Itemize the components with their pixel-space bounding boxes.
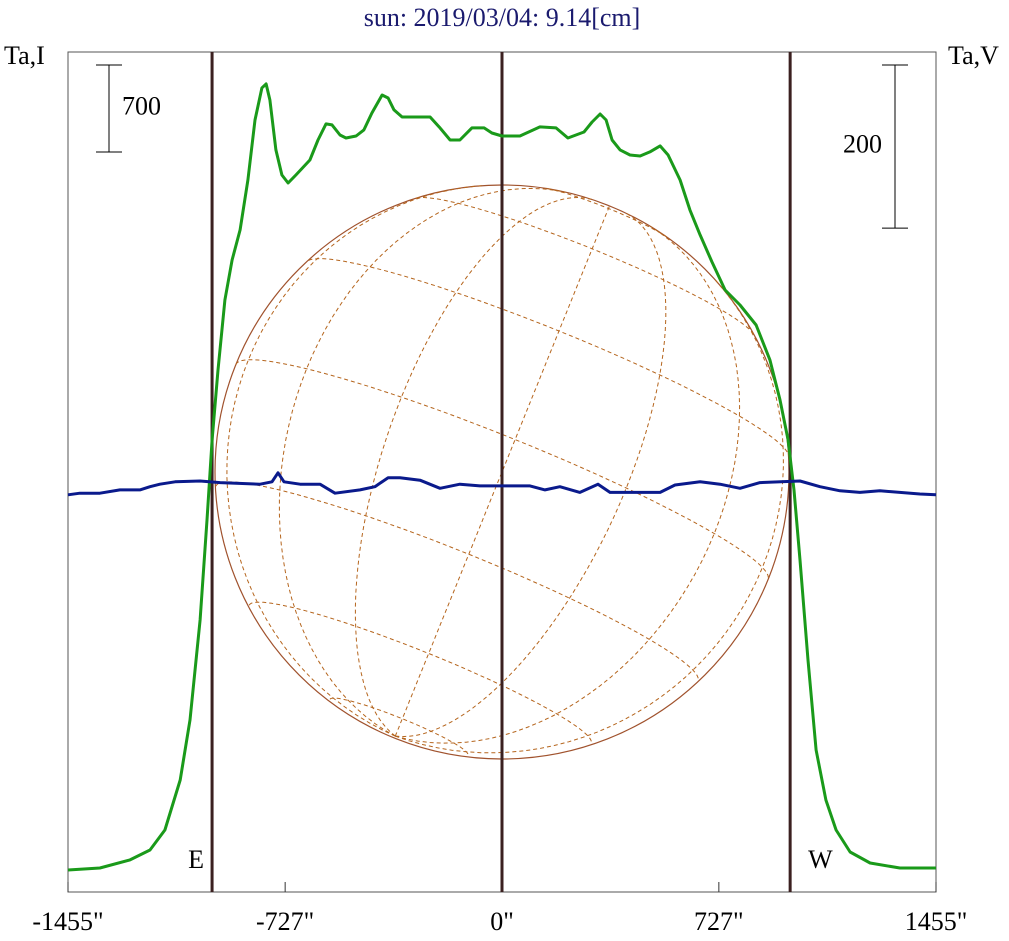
graticule-line [547, 188, 667, 238]
graticule-line [329, 697, 469, 756]
graticule-line [395, 225, 741, 744]
scale-bar-label: 700 [122, 91, 161, 120]
x-tick-label: -727" [256, 907, 314, 936]
x-tick-label: -1455" [32, 907, 103, 936]
graticule-line [278, 187, 566, 737]
limb-label: E [188, 845, 204, 874]
x-tick-label: 0" [490, 907, 514, 936]
graticule-line [354, 196, 592, 737]
graticule-line [394, 205, 610, 737]
graticule-line [215, 481, 699, 682]
x-tick-label: 727" [694, 907, 744, 936]
graticule-line [395, 279, 784, 754]
limb-label: W [808, 845, 833, 874]
graticule-line [308, 258, 789, 455]
data-line [67, 471, 937, 497]
graticule-line [226, 185, 482, 737]
graticule-line [415, 197, 755, 335]
y2-axis-label: Ta,V [948, 41, 999, 70]
graticule-line [235, 359, 769, 580]
graticule-line [395, 213, 667, 738]
scale-bar-label: 200 [843, 130, 882, 159]
data-line [67, 82, 936, 872]
graticule-line [248, 601, 593, 744]
x-tick-label: 1455" [905, 907, 968, 936]
chart-title: sun: 2019/03/04: 9.14[cm] [364, 3, 641, 32]
y-axis-label: Ta,I [4, 41, 45, 70]
